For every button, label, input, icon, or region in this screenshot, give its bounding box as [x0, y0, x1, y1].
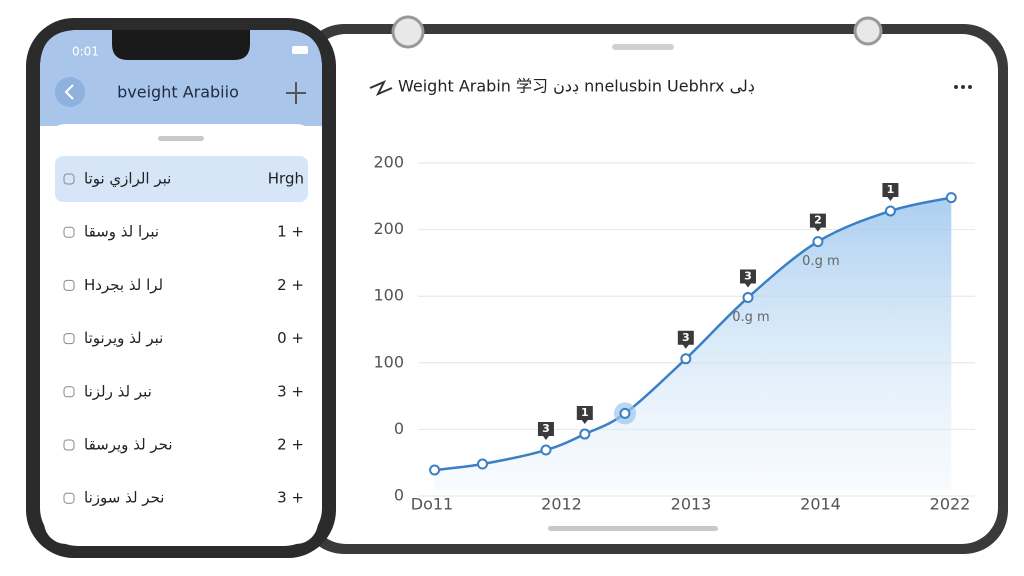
notch	[112, 30, 250, 60]
row-label[interactable]: نبر لذ رلزنا	[84, 382, 152, 400]
point[interactable]	[812, 236, 824, 248]
drag-handle	[612, 44, 674, 50]
row-checkbox[interactable]	[63, 386, 75, 398]
annotation-box	[677, 330, 694, 349]
row-checkbox[interactable]	[63, 279, 75, 291]
row-value[interactable]: 3 +	[277, 382, 304, 400]
row-value[interactable]: 2 +	[277, 436, 304, 454]
line	[434, 196, 952, 472]
annotation-label: 1	[581, 406, 589, 419]
row-label[interactable]: نحر لذ ويرسقا	[84, 436, 173, 454]
list: نبر الرازي نوتا Hrgh نبرا لذ وسقا 1 + Hلرا ل…	[55, 156, 308, 507]
y-tick-label: 0	[394, 419, 404, 438]
x-tick-label: 2012	[541, 495, 582, 514]
point[interactable]	[884, 205, 896, 217]
row-label[interactable]: نبرا لذ وسقا	[84, 223, 159, 241]
back-icon	[64, 84, 74, 100]
y-tick-label: 200	[373, 219, 404, 238]
annotation-label: 3	[542, 422, 550, 435]
more-button[interactable]	[954, 85, 972, 89]
annotation-box	[537, 422, 554, 441]
row-value[interactable]: 2 +	[277, 276, 304, 294]
point[interactable]	[742, 292, 754, 304]
y-tick-label: 200	[373, 153, 404, 172]
row-label[interactable]: نبر الرازي نوتا	[84, 170, 171, 189]
y-tick-label: 100	[373, 286, 404, 305]
point[interactable]	[540, 444, 552, 456]
row-value[interactable]: Hrgh	[268, 170, 304, 188]
row-label[interactable]: نبر لذ ويرنوتا	[84, 329, 163, 347]
point[interactable]	[945, 192, 957, 204]
sheet	[44, 124, 318, 544]
annotation-label: 1	[887, 183, 895, 196]
battery	[292, 46, 308, 54]
annotation-label: 2	[814, 214, 822, 227]
row-label[interactable]: Hلرا لذ بجرد	[84, 276, 163, 294]
annotation-label: 3	[682, 331, 690, 344]
annotation-box	[739, 269, 756, 288]
point[interactable]	[579, 428, 591, 440]
x-tick-label: Do11	[411, 495, 453, 514]
row-selected	[55, 156, 308, 202]
annotation-label: 3	[744, 270, 752, 283]
row-value[interactable]: 1 +	[277, 223, 304, 241]
x-tick-label: 2014	[800, 495, 841, 514]
pin	[853, 16, 883, 46]
row-checkbox[interactable]	[63, 439, 75, 451]
row-value[interactable]: 3 +	[277, 489, 304, 507]
note-label: 0.g m	[802, 254, 839, 269]
annotation-box	[809, 213, 826, 232]
move-icon[interactable]	[286, 82, 306, 104]
back-button[interactable]	[55, 77, 85, 107]
row-value[interactable]: 0 +	[277, 329, 304, 347]
point[interactable]	[619, 407, 631, 419]
header-title: bveight Arabiio	[117, 83, 239, 102]
y-tick-label: 0	[394, 486, 404, 505]
point[interactable]	[680, 353, 692, 365]
area	[434, 197, 952, 490]
phone-header	[40, 30, 322, 126]
status-time: 0:01	[72, 45, 99, 59]
row-checkbox[interactable]	[63, 492, 75, 504]
annotation-box	[576, 406, 593, 425]
point[interactable]	[477, 458, 489, 470]
chart-title: Weight Arabin 学习 ڊدن nnelusbin Uebhrx ڊل…	[398, 77, 755, 96]
chart-icon	[369, 80, 393, 96]
home-bar	[548, 526, 718, 531]
row-label[interactable]: نحر لذ سوزنا	[84, 489, 164, 507]
y-tick-label: 100	[373, 352, 404, 371]
pin	[391, 15, 425, 49]
x-tick-label: 2013	[671, 495, 712, 514]
row-checkbox[interactable]	[63, 333, 75, 345]
sheet-handle	[158, 136, 204, 141]
row-checkbox[interactable]	[63, 226, 75, 238]
annotation-box	[882, 182, 899, 201]
point[interactable]	[429, 464, 441, 476]
note-label: 0.g m	[732, 310, 769, 325]
chart: 0 0 100 100 200 200 Do11 2012 2013 2014 2022 3 1 3 3 2 1…	[373, 153, 975, 514]
row-checkbox[interactable]	[63, 173, 75, 185]
x-tick-label: 2022	[930, 495, 971, 514]
